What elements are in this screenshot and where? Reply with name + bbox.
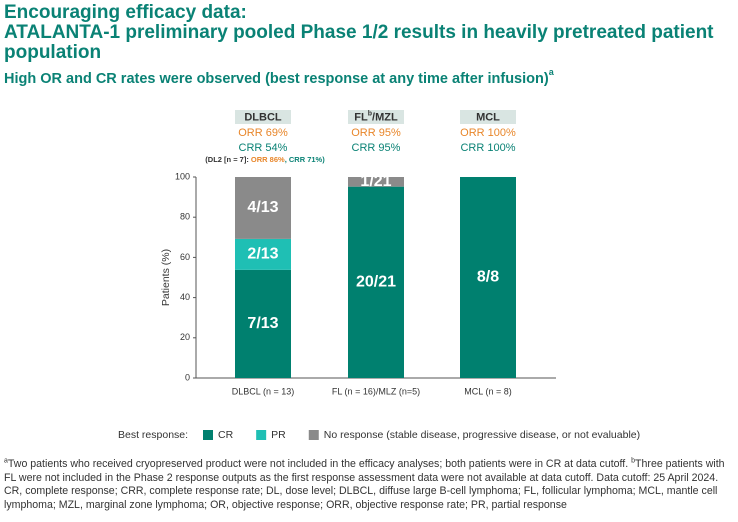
bar-segment (235, 269, 291, 378)
bar-segment (235, 238, 291, 270)
dl2-note: (DL2 [n = 7]: ORR 86%, CRR 71%) (205, 155, 325, 164)
y-tick-label: 20 (180, 332, 190, 342)
title: population (4, 42, 101, 63)
title: Encouraging efficacy data: (4, 2, 247, 23)
group-header: DLBCL (244, 111, 282, 123)
x-tick-label: MCL (n = 8) (464, 386, 511, 396)
bar-segment (348, 186, 404, 378)
dl2-note-part: ORR 86% (251, 155, 285, 164)
x-tick-label: FL (n = 16)/MLZ (n=5) (332, 386, 420, 396)
footnote-text: Two patients who received cryopreserved … (7, 458, 632, 470)
legend-swatch (203, 430, 213, 440)
legend-label: No response (stable disease, progressive… (324, 429, 640, 441)
group-header-box (460, 110, 516, 124)
group-header-part: FL (354, 111, 368, 123)
legend-swatch (256, 430, 267, 440)
y-tick-label: 80 (180, 212, 190, 222)
value-label: 2/13 (247, 246, 278, 263)
orr: ORR 69% (238, 127, 288, 139)
crr: CRR 95% (352, 142, 401, 154)
dl2-note-part: (DL2 [n = 7]: (205, 155, 251, 164)
group-header-box (235, 110, 291, 124)
group-header-part: MCL (476, 111, 500, 123)
group-header-box (348, 110, 404, 124)
footnote-text: Three patients with FL were not included… (4, 458, 725, 511)
value-label: 20/21 (356, 274, 396, 291)
legend-label: CR (218, 429, 234, 441)
orr: ORR 95% (351, 127, 401, 139)
legend-swatch (308, 430, 319, 440)
footnote: aTwo patients who received cryopreserved… (4, 457, 734, 512)
value-label: 4/13 (247, 199, 278, 216)
y-tick-label: 100 (175, 171, 190, 181)
bar-segment (460, 177, 516, 378)
value-label: 1/21 (360, 173, 391, 190)
group-header: MCL (476, 111, 500, 123)
bar-segment (348, 177, 404, 187)
value-label: 7/13 (247, 315, 278, 332)
subtitle-text: High OR and CR rates were observed (best… (4, 71, 549, 87)
group-header: FLb/MZL (354, 110, 398, 123)
x-tick-label: DLBCL (n = 13) (232, 386, 294, 396)
value-label: 8/8 (477, 269, 499, 286)
y-axis-label: Patients (%) (160, 249, 172, 306)
group-header-part: b (368, 110, 372, 117)
group-header-part: /MZL (372, 111, 398, 123)
footnote-marker: a (4, 457, 8, 465)
y-tick-label: 0 (185, 372, 190, 382)
y-tick-label: 40 (180, 292, 190, 302)
orr: ORR 100% (460, 127, 516, 139)
title: ATALANTA-1 preliminary pooled Phase 1/2 … (4, 22, 714, 43)
subtitle-sup: a (549, 67, 555, 77)
crr: CRR 54% (239, 142, 288, 154)
crr: CRR 100% (460, 142, 515, 154)
subtitle: High OR and CR rates were observed (best… (4, 67, 555, 86)
legend-label: PR (271, 429, 286, 441)
footnote-marker: b (631, 457, 636, 465)
dl2-note-part: , CRR 71%) (285, 155, 326, 164)
group-header-part: DLBCL (244, 111, 282, 123)
bar-segment (235, 177, 291, 239)
legend-title: Best response: (118, 429, 188, 441)
y-tick-label: 60 (180, 252, 190, 262)
